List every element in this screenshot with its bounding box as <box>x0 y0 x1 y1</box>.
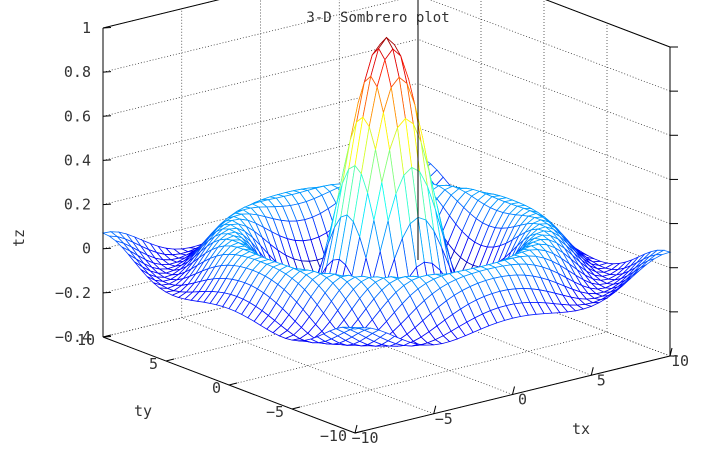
floor-grid-y <box>291 331 608 410</box>
mesh-cell <box>348 326 363 330</box>
x-tick <box>669 347 673 357</box>
y-tick <box>291 406 301 410</box>
z-tick-label: −0.4 <box>55 328 91 346</box>
y-tick <box>354 430 364 434</box>
top-edge-back <box>102 0 220 29</box>
z-tick-label: −0.2 <box>55 284 91 302</box>
z-tick-label: 1 <box>82 19 91 37</box>
z-axis-label: tz <box>10 229 28 247</box>
x-tick-label: −5 <box>435 410 453 428</box>
z-tick <box>102 159 112 161</box>
y-axis-label: ty <box>134 402 152 420</box>
surface-mesh <box>101 36 672 347</box>
chart-title: 3-D Sombrero plot <box>306 10 449 26</box>
y-tick-label: −5 <box>266 403 284 421</box>
y-tick <box>165 358 175 362</box>
z-tick-label: 0.4 <box>64 151 91 169</box>
z-tick <box>102 71 112 73</box>
z-tick <box>102 27 112 29</box>
axis-ticks: −0.4 −0.2 0 0.2 0.4 0.6 0.8 1 −10 −5 0 5 10 −10 −5 0 5 10 <box>55 19 689 447</box>
z-tick-label: 0.2 <box>64 196 91 214</box>
wall-grid-z2 <box>417 38 671 136</box>
z-tick-label: 0.6 <box>64 107 91 125</box>
y-tick-label: 5 <box>149 355 158 373</box>
x-tick-label: 10 <box>671 352 689 370</box>
z-tick-label: 0.8 <box>64 63 91 81</box>
z-tick <box>102 247 112 250</box>
y-tick-label: 10 <box>77 331 95 349</box>
z-tick <box>102 291 112 294</box>
z-tick <box>102 115 112 117</box>
x-tick <box>433 405 437 414</box>
x-tick-label: 5 <box>597 371 606 389</box>
z-tick <box>102 203 112 206</box>
top-edge-right <box>545 0 671 48</box>
y-tick-label: 0 <box>212 379 221 397</box>
y-tick <box>228 382 238 386</box>
y-tick-label: −10 <box>320 427 347 445</box>
x-tick <box>354 424 358 434</box>
x-tick <box>590 367 594 376</box>
x-tick-label: −10 <box>351 429 378 447</box>
x-tick <box>512 386 515 395</box>
x-tick-label: 0 <box>518 391 527 409</box>
x-axis-label: tx <box>572 420 590 438</box>
z-tick-label: 0 <box>82 240 91 258</box>
y-tick <box>102 334 112 338</box>
wall-grid-z <box>102 38 419 117</box>
